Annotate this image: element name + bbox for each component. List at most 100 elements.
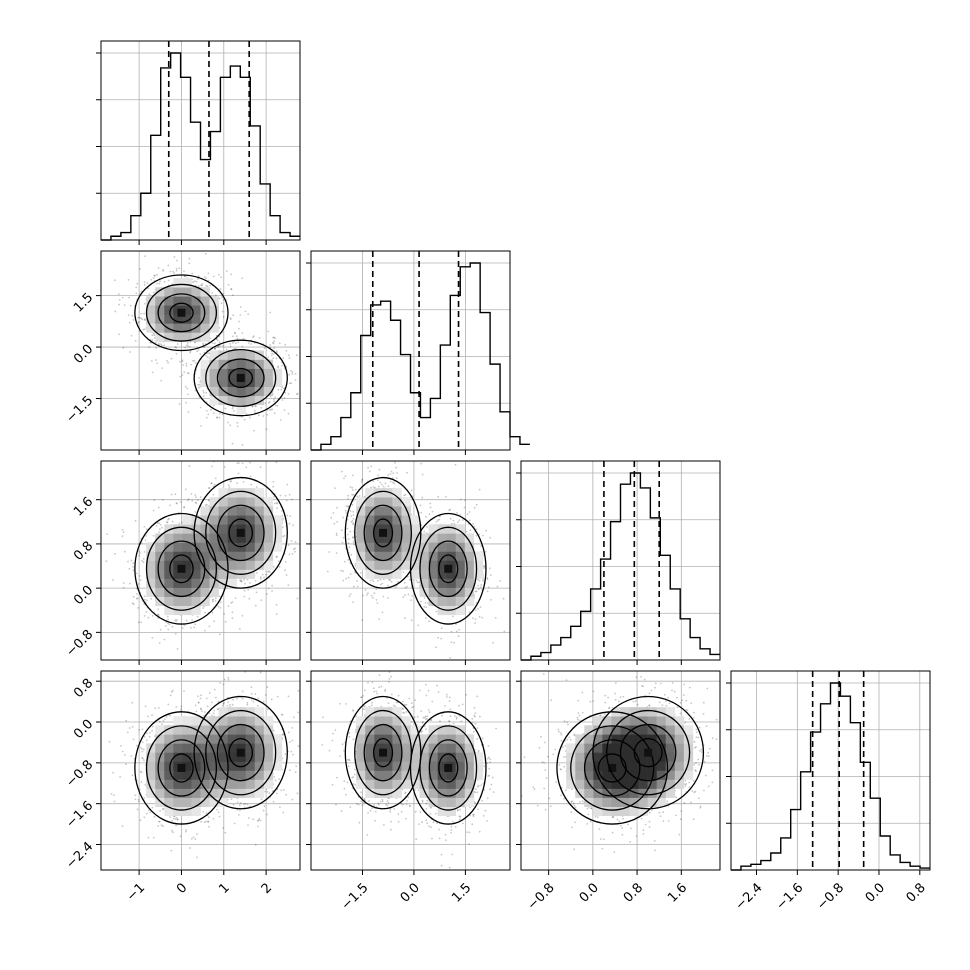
scatter-point <box>184 275 186 278</box>
scatter-point <box>169 714 172 717</box>
density-cell <box>446 533 457 543</box>
density-cell <box>164 542 174 552</box>
scatter-point <box>483 566 486 568</box>
density-cell <box>365 542 375 552</box>
scatter-point <box>205 409 208 412</box>
scatter-point <box>198 386 200 389</box>
scatter-point <box>218 341 221 344</box>
scatter-point <box>187 393 189 396</box>
scatter-point <box>260 599 263 601</box>
scatter-point <box>204 252 207 255</box>
scatter-point <box>157 267 160 269</box>
scatter-point <box>445 495 447 498</box>
scatter-point <box>482 578 485 581</box>
scatter-point <box>291 498 293 501</box>
scatter-point <box>361 479 364 481</box>
scatter-point <box>272 481 275 483</box>
scatter-point <box>368 470 371 473</box>
scatter-point <box>274 337 276 340</box>
scatter-point <box>294 547 296 550</box>
density-cell <box>209 560 219 570</box>
scatter-point <box>486 577 489 579</box>
scatter-point <box>146 599 149 602</box>
scatter-point <box>143 526 146 528</box>
scatter-point <box>374 486 376 489</box>
density-cell <box>218 551 228 561</box>
scatter-point <box>502 597 505 600</box>
scatter-point <box>143 595 146 598</box>
scatter-point <box>138 550 141 553</box>
scatter-point <box>230 288 233 290</box>
density-cell <box>392 524 402 534</box>
density-cell <box>227 359 237 369</box>
scatter-point <box>131 314 134 317</box>
density-cell <box>428 569 438 579</box>
density-cell <box>182 515 192 525</box>
scatter-point <box>236 462 239 465</box>
density-cell <box>464 560 475 570</box>
scatter-point <box>155 359 158 361</box>
scatter-point <box>183 624 186 627</box>
scatter-point <box>150 278 153 281</box>
scatter-point <box>167 279 170 282</box>
contour-2-1-1-3 <box>372 518 394 548</box>
density-cell <box>254 359 265 369</box>
scatter-point <box>166 615 169 618</box>
density-cell <box>365 515 375 525</box>
scatter-point <box>237 472 240 475</box>
scatter-point <box>351 486 354 489</box>
density-cell <box>191 587 201 597</box>
density-cell <box>209 305 219 315</box>
scatter-point <box>204 711 206 713</box>
scatter-point <box>219 412 221 415</box>
scatter-point <box>386 584 389 587</box>
scatter-point <box>196 856 198 859</box>
density-cell <box>155 551 165 561</box>
scatter-point <box>191 272 194 275</box>
scatter-point <box>175 269 178 272</box>
density-cell <box>218 560 228 570</box>
scatter-point <box>219 607 222 609</box>
scatter-point <box>183 506 186 508</box>
scatter-point <box>131 701 134 704</box>
contour-1-0-1-3 <box>228 367 254 389</box>
scatter-point <box>267 587 270 590</box>
scatter-point <box>118 303 120 306</box>
scatter-point <box>480 545 482 547</box>
density-cell <box>272 524 283 534</box>
density-cell <box>374 506 384 516</box>
scatter-point <box>423 530 426 533</box>
scatter-point <box>205 391 208 394</box>
scatter-point <box>141 318 144 321</box>
scatter-point <box>269 409 271 411</box>
scatter-point <box>183 506 186 509</box>
scatter-point <box>173 256 176 258</box>
scatter-point <box>279 419 282 421</box>
scatter-point <box>194 284 197 287</box>
scatter-point <box>208 487 210 489</box>
scatter-point <box>228 486 231 489</box>
scatter-point <box>456 512 458 514</box>
scatter-point <box>288 493 291 496</box>
scatter-point <box>404 493 407 496</box>
ytick-label-2-2: 0.8 <box>71 539 96 564</box>
density-cell <box>146 296 156 306</box>
scatter-point <box>259 576 262 579</box>
scatter-point <box>350 553 353 556</box>
scatter-point <box>169 504 172 507</box>
scatter-point <box>407 593 410 596</box>
density-cell <box>263 497 274 507</box>
scatter-point <box>225 348 228 351</box>
scatter-point <box>361 478 364 481</box>
scatter-point <box>143 281 146 284</box>
density-cell <box>272 533 283 543</box>
density-cell <box>191 551 201 561</box>
scatter-point <box>151 714 153 716</box>
scatter-point <box>112 579 114 581</box>
density-cell <box>227 569 237 579</box>
scatter-point <box>282 526 284 529</box>
density-cell <box>218 515 228 525</box>
scatter-point <box>381 611 384 614</box>
scatter-point <box>183 275 186 278</box>
scatter-point <box>181 359 184 362</box>
